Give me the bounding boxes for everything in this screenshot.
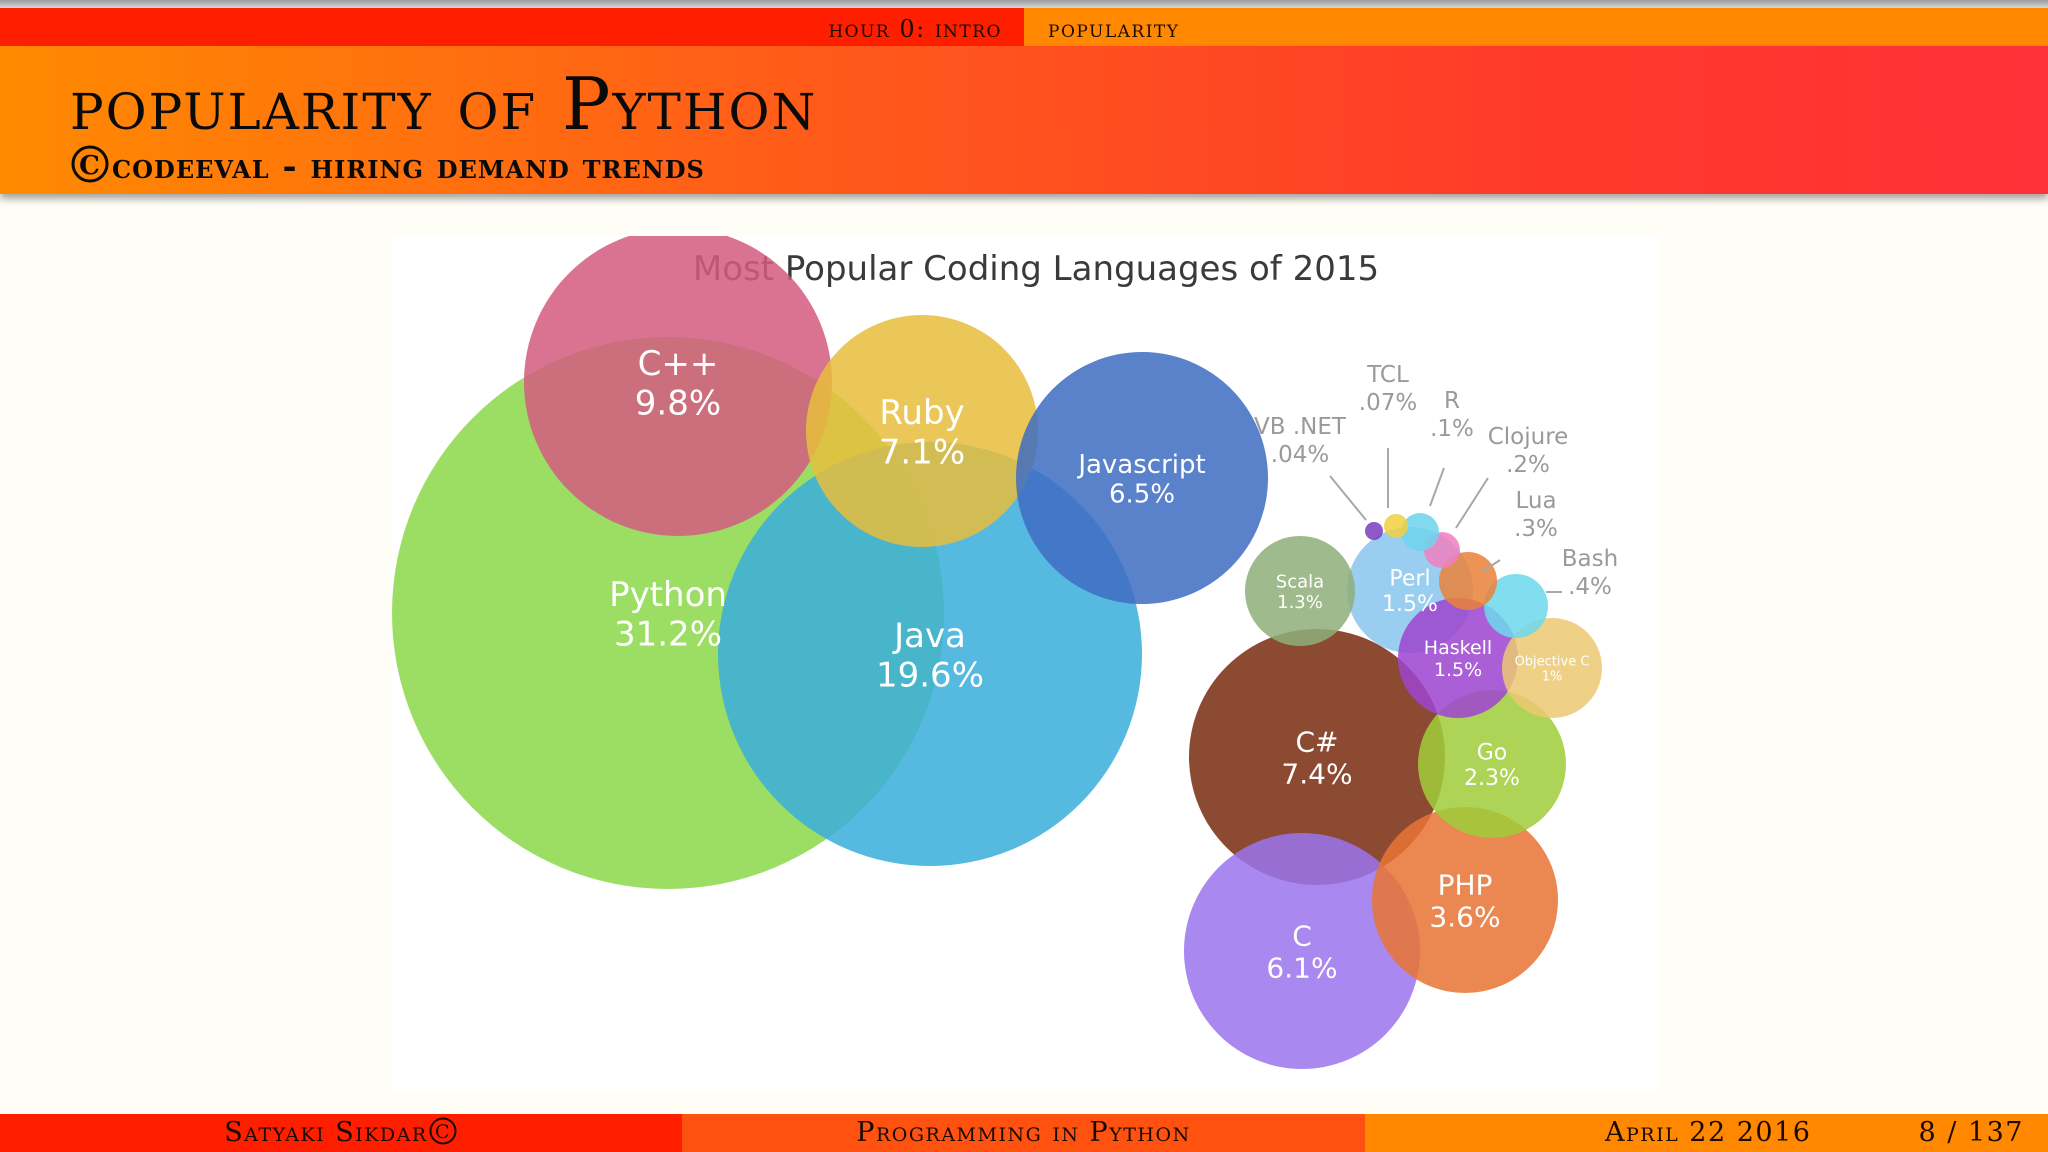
bubble-layer: [392, 228, 1602, 1069]
bubble-value-perl: 1.5%: [1382, 592, 1438, 617]
bubble-label-javascript: Javascript: [1076, 450, 1205, 480]
bubble-value-c: 7.4%: [1281, 758, 1352, 791]
bubble-value-r: .1%: [1430, 416, 1474, 442]
footer-page-number: 8 / 137: [1918, 1117, 2024, 1148]
bubble-label-perl: Perl: [1389, 567, 1430, 592]
bubble-label-scala: Scala: [1276, 571, 1324, 592]
chart-image: Most Popular Coding Languages of 2015 Py…: [392, 228, 1660, 1090]
bubble-c: [524, 228, 832, 536]
bubble-label-python: Python: [609, 575, 727, 615]
leader-line-lua: [1481, 559, 1501, 573]
outside-label-layer: Bash.4% Lua.3% Clojure.2% R.1% TCL.07% VB .NE…: [1254, 362, 1618, 600]
bubble-value-go: 2.3%: [1464, 766, 1520, 791]
navigation-bar: hour 0: intro popularity: [0, 8, 2048, 46]
bubble-label-c: C: [1292, 919, 1312, 952]
bubble-vb-net: [1365, 522, 1383, 540]
bubble-value-vb-net: .04%: [1271, 442, 1329, 468]
bubble-label-clojure: Clojure: [1488, 424, 1569, 450]
footer-author-name: Satyaki Sikdar: [224, 1117, 428, 1148]
chart-title: Most Popular Coding Languages of 2015: [693, 249, 1379, 289]
bubble-label-vb-net: VB .NET: [1254, 414, 1347, 440]
nav-section-cell[interactable]: hour 0: intro: [0, 8, 1024, 46]
footer-info: April 22 2016 8 / 137: [1365, 1114, 2048, 1152]
bubble-value-tcl: .07%: [1359, 390, 1417, 416]
bubble-php: [1372, 807, 1558, 993]
bubble-value-c: 9.8%: [635, 383, 721, 423]
bubble-value-java: 19.6%: [876, 655, 984, 695]
nav-subsection-label[interactable]: popularity: [1048, 15, 1180, 43]
bubble-value-bash: .4%: [1568, 574, 1612, 600]
footer-title-text: Programming in Python: [856, 1117, 1191, 1148]
bubble-objective-c: [1502, 618, 1602, 718]
bubble-label-go: Go: [1477, 741, 1508, 766]
copyright-icon: C: [71, 145, 109, 183]
bubble-c: [1184, 833, 1420, 1069]
bubble-value-ruby: 7.1%: [879, 432, 965, 472]
bubble-value-c: 6.1%: [1266, 952, 1337, 985]
bubble-tcl: [1384, 514, 1408, 538]
bubble-value-objective-c: 1%: [1542, 669, 1563, 684]
bubble-label-php: PHP: [1438, 868, 1493, 901]
footer-presentation-title: Programming in Python: [682, 1114, 1365, 1152]
bubble-label-r: R: [1444, 388, 1460, 414]
nav-section-label[interactable]: hour 0: intro: [828, 15, 1002, 43]
bubble-value-scala: 1.3%: [1277, 592, 1323, 613]
bubble-label-haskell: Haskell: [1424, 637, 1492, 659]
bubble-value-lua: .3%: [1514, 516, 1558, 542]
bubble-bash: [1484, 574, 1548, 638]
bubble-ruby: [806, 315, 1038, 547]
copyright-letter: C: [79, 151, 101, 181]
bubble-value-php: 3.6%: [1429, 901, 1500, 934]
bubble-lua: [1439, 552, 1497, 610]
top-rule: [0, 0, 2048, 8]
bubble-label-ruby: Ruby: [879, 393, 964, 433]
leader-line-vb-net: [1329, 475, 1367, 521]
bubble-label-bash: Bash: [1562, 546, 1618, 572]
footer-author: Satyaki Sikdar C: [0, 1114, 682, 1152]
bubble-go: [1418, 690, 1566, 838]
bubble-javascript: [1016, 352, 1268, 604]
bubble-label-java: Java: [892, 616, 966, 656]
copyright-icon: C: [429, 1117, 457, 1145]
bubble-c: [1189, 629, 1445, 885]
bubble-scala: [1245, 536, 1355, 646]
leader-line-clojure: [1455, 477, 1489, 529]
bubble-chart: Most Popular Coding Languages of 2015 Py…: [392, 228, 1618, 1069]
bubble-value-javascript: 6.5%: [1109, 480, 1175, 510]
bubble-label-tcl: TCL: [1366, 362, 1409, 388]
bubble-label-lua: Lua: [1515, 488, 1556, 514]
bubble-label-c: C++: [638, 344, 719, 384]
bubble-label-c: C#: [1295, 725, 1338, 758]
frame-subtitle: C codeeval - hiring demand trends: [70, 144, 705, 187]
bubble-java: [718, 442, 1142, 866]
bubble-label-objective-c: Objective C: [1515, 654, 1590, 669]
copyright-letter: C: [435, 1121, 451, 1143]
frame-subtitle-text: codeeval - hiring demand trends: [112, 147, 705, 187]
bubble-value-python: 31.2%: [614, 614, 722, 654]
bubble-value-clojure: .2%: [1506, 452, 1550, 478]
leader-line-r: [1429, 467, 1445, 507]
frame-title-bar: popularity of Python C codeeval - hiring…: [0, 46, 2048, 194]
frame-title: popularity of Python: [70, 62, 818, 146]
bubble-r: [1401, 513, 1439, 551]
footer-date: April 22 2016: [1605, 1117, 1812, 1148]
nav-subsection-cell[interactable]: popularity: [1024, 8, 2048, 46]
bubble-haskell: [1398, 598, 1518, 718]
footer-bar: Satyaki Sikdar C Programming in Python A…: [0, 1114, 2048, 1152]
bubble-value-haskell: 1.5%: [1434, 659, 1482, 681]
